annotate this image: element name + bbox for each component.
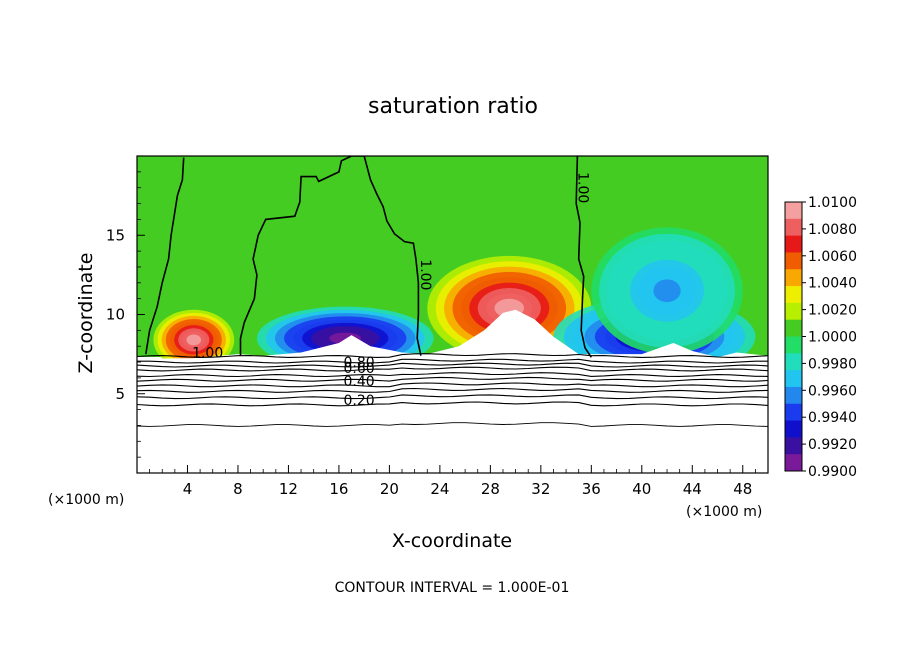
contour-line-1-00 <box>239 156 422 356</box>
chart-title: saturation ratio <box>368 94 538 119</box>
colorbar-tick-label: 1.0040 <box>808 276 857 292</box>
colorbar-band <box>785 218 802 237</box>
contour-line-lower <box>137 366 768 372</box>
colorbar-tick-label: 0.9960 <box>808 383 857 399</box>
colorbar-tick-label: 1.0000 <box>808 330 857 346</box>
colorbar-band <box>785 454 802 472</box>
colorbar-band <box>785 370 802 388</box>
colorbar-band <box>785 269 802 287</box>
contour-line-lower <box>137 382 768 388</box>
colorbar-band <box>785 403 802 422</box>
colorbar-band <box>785 286 802 304</box>
contour-label: 0.20 <box>344 393 375 409</box>
x-unit-left: (×1000 m) <box>48 492 124 508</box>
colorbar-band <box>785 353 802 371</box>
x-tick-label: 40 <box>632 480 651 498</box>
x-tick-label: 32 <box>531 480 550 498</box>
x-tick-label: 16 <box>329 480 348 498</box>
colorbar-band <box>785 319 802 337</box>
colorbar-band <box>785 437 802 455</box>
x-tick-label: 36 <box>582 480 601 498</box>
x-tick-label: 24 <box>430 480 449 498</box>
field-anomaly-band <box>653 279 681 303</box>
colorbar-tick-label: 1.0080 <box>808 222 857 238</box>
contour-line-1-00 <box>575 156 592 358</box>
contour-label: 0.60 <box>344 361 375 377</box>
contour-line-lower <box>137 362 768 368</box>
colorbar-band <box>785 302 802 321</box>
contour-line-lower <box>137 401 768 407</box>
x-axis-label: X-coordinate <box>392 530 512 552</box>
contour-line-lower <box>137 353 768 358</box>
contour-line-lower <box>137 358 768 364</box>
colorbar-tick-label: 1.0020 <box>808 303 857 319</box>
contour-label: 1.00 <box>575 172 591 203</box>
x-tick-label: 28 <box>481 480 500 498</box>
contour-label: 0.40 <box>344 374 375 390</box>
colorbar-band <box>785 202 802 220</box>
x-tick-label: 8 <box>233 480 243 498</box>
colorbar-tick-label: 0.9900 <box>808 464 857 480</box>
contour-line-lower <box>137 387 768 393</box>
contour-line-lower <box>137 376 768 382</box>
contour-line-1-00 <box>145 157 185 355</box>
colorbar-tick-label: 1.0100 <box>808 195 857 211</box>
y-tick-label: 10 <box>106 306 125 324</box>
y-tick-label: 5 <box>115 385 125 403</box>
colorbar-band <box>785 252 802 270</box>
ground-surface <box>137 309 768 473</box>
colorbar-band <box>785 235 802 253</box>
colorbar-tick-label: 1.0060 <box>808 249 857 265</box>
colorbar-tick-label: 0.9940 <box>808 410 857 426</box>
contour-label: 1.00 <box>417 259 433 290</box>
contour-interval-footer: CONTOUR INTERVAL = 1.000E-01 <box>335 580 570 596</box>
contour-line-lower <box>137 372 768 378</box>
colorbar-tick-label: 0.9920 <box>808 437 857 453</box>
x-tick-label: 12 <box>279 480 298 498</box>
x-unit-right: (×1000 m) <box>686 504 762 520</box>
colorbar-band <box>785 386 802 405</box>
contour-line-lower <box>137 422 768 427</box>
x-tick-label: 48 <box>733 480 752 498</box>
x-tick-label: 44 <box>683 480 702 498</box>
y-axis-label: Z-coordinate <box>75 253 97 374</box>
colorbar-tick-label: 0.9980 <box>808 356 857 372</box>
contour-label: 0.80 <box>344 355 375 371</box>
colorbar: 1.0100 1.0080 1.0060 1.0040 1.0020 1.0000 0.99… <box>784 195 857 480</box>
colorbar-band <box>785 336 802 354</box>
y-tick-label: 15 <box>106 226 125 244</box>
x-tick-label: 4 <box>183 480 193 498</box>
contour-label: 1.00 <box>192 345 223 361</box>
x-tick-label: 20 <box>380 480 399 498</box>
contour-line-lower <box>137 394 768 400</box>
colorbar-band <box>785 420 802 438</box>
field-anomaly-band <box>186 334 202 346</box>
